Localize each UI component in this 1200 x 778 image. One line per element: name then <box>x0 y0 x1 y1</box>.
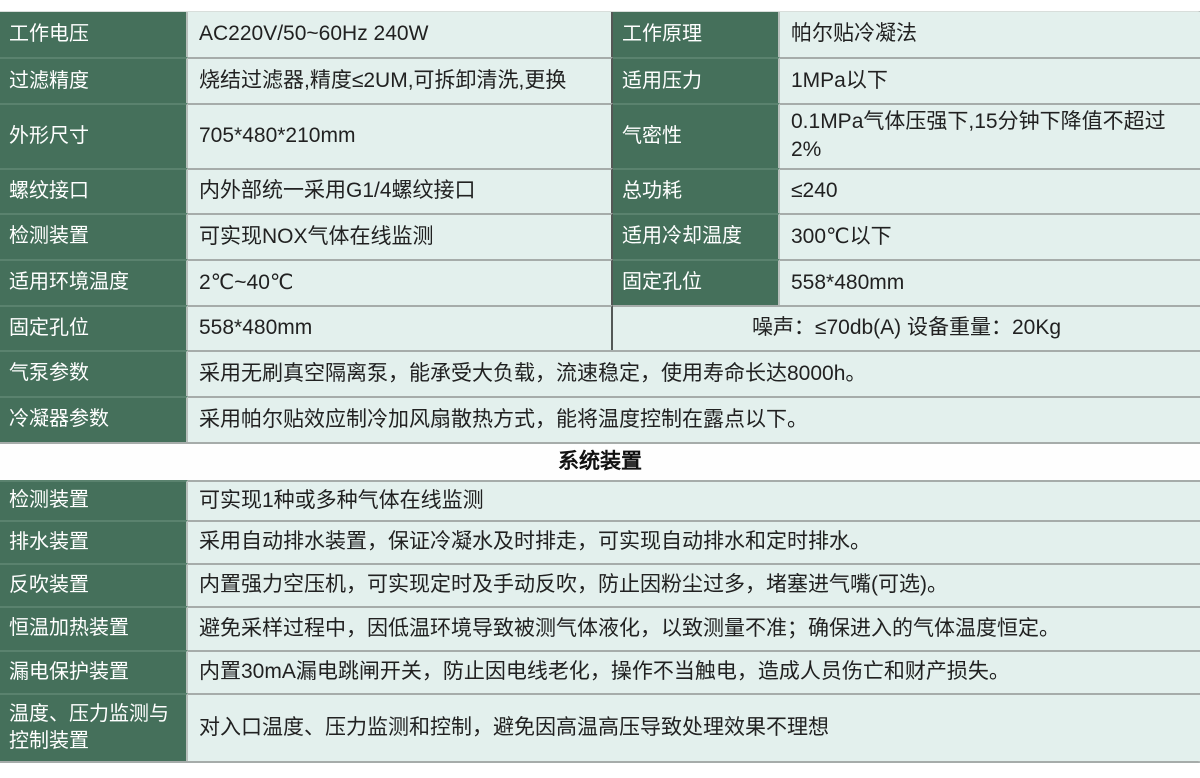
spec-value: 300℃以下 <box>780 212 1200 259</box>
table-row: 漏电保护装置 内置30mA漏电跳闸开关，防止因电线老化，操作不当触电，造成人员伤… <box>0 649 1200 693</box>
spec-value: 内外部统一采用G1/4螺纹接口 <box>188 167 613 213</box>
spec-value: 避免采样过程中，因低温环境导致被测气体液化，以致测量不准；确保进入的气体温度恒定… <box>188 605 1200 650</box>
table-row: 系统装置 <box>0 441 1200 480</box>
spec-table: 工作电压 AC220V/50~60Hz 240W 工作原理 帕尔贴冷凝法 过滤精… <box>0 11 1200 763</box>
spec-label: 适用压力 <box>613 57 780 103</box>
spec-value: 1MPa以下 <box>780 57 1200 103</box>
table-row: 工作电压 AC220V/50~60Hz 240W 工作原理 帕尔贴冷凝法 <box>0 12 1200 57</box>
spec-label: 工作电压 <box>0 12 188 57</box>
spec-label: 适用环境温度 <box>0 258 188 305</box>
spec-label: 总功耗 <box>613 167 780 213</box>
spec-value: 可实现1种或多种气体在线监测 <box>188 479 1200 520</box>
table-row: 过滤精度 烧结过滤器,精度≤2UM,可拆卸清洗,更换 适用压力 1MPa以下 <box>0 57 1200 103</box>
spec-label: 冷凝器参数 <box>0 395 188 442</box>
spec-value: 内置强力空压机，可实现定时及手动反吹，防止因粉尘过多，堵塞进气嘴(可选)。 <box>188 562 1200 606</box>
spec-value: 采用自动排水装置，保证冷凝水及时排走，可实现自动排水和定时排水。 <box>188 519 1200 563</box>
spec-label: 气泵参数 <box>0 349 188 396</box>
spec-label: 漏电保护装置 <box>0 649 188 693</box>
spec-label: 温度、压力监测与控制装置 <box>0 692 188 761</box>
table-row: 反吹装置 内置强力空压机，可实现定时及手动反吹，防止因粉尘过多，堵塞进气嘴(可选… <box>0 562 1200 606</box>
spec-label: 固定孔位 <box>613 258 780 305</box>
spec-label: 检测装置 <box>0 479 188 520</box>
table-row: 检测装置 可实现1种或多种气体在线监测 <box>0 479 1200 520</box>
noise-weight-note: 噪声：≤70db(A) 设备重量：20Kg <box>613 304 1200 350</box>
spec-value: 0.1MPa气体压强下,15分钟下降值不超过2% <box>780 103 1200 168</box>
spec-value: 705*480*210mm <box>188 103 613 168</box>
spec-value: 558*480mm <box>780 258 1200 305</box>
spec-value: 558*480mm <box>188 304 613 350</box>
spec-value: 对入口温度、压力监测和控制，避免因高温高压导致处理效果不理想 <box>188 692 1200 761</box>
table-row: 适用环境温度 2℃~40℃ 固定孔位 558*480mm <box>0 258 1200 305</box>
section-header: 系统装置 <box>0 441 1200 480</box>
table-row: 外形尺寸 705*480*210mm 气密性 0.1MPa气体压强下,15分钟下… <box>0 103 1200 168</box>
spec-label: 适用冷却温度 <box>613 212 780 259</box>
spec-value: 采用无刷真空隔离泵，能承受大负载，流速稳定，使用寿命长达8000h。 <box>188 349 1200 396</box>
table-row: 恒温加热装置 避免采样过程中，因低温环境导致被测气体液化，以致测量不准；确保进入… <box>0 605 1200 650</box>
table-row: 螺纹接口 内外部统一采用G1/4螺纹接口 总功耗 ≤240 <box>0 167 1200 213</box>
spec-label: 外形尺寸 <box>0 103 188 168</box>
table-row: 排水装置 采用自动排水装置，保证冷凝水及时排走，可实现自动排水和定时排水。 <box>0 519 1200 563</box>
spec-value: 采用帕尔贴效应制冷加风扇散热方式，能将温度控制在露点以下。 <box>188 395 1200 442</box>
table-row: 检测装置 可实现NOX气体在线监测 适用冷却温度 300℃以下 <box>0 212 1200 259</box>
spec-value: ≤240 <box>780 167 1200 213</box>
table-row: 温度、压力监测与控制装置 对入口温度、压力监测和控制，避免因高温高压导致处理效果… <box>0 692 1200 761</box>
spec-value: 帕尔贴冷凝法 <box>780 12 1200 57</box>
spec-value: 内置30mA漏电跳闸开关，防止因电线老化，操作不当触电，造成人员伤亡和财产损失。 <box>188 649 1200 693</box>
spec-label: 排水装置 <box>0 519 188 563</box>
spec-label: 恒温加热装置 <box>0 605 188 650</box>
spec-label: 反吹装置 <box>0 562 188 606</box>
spec-label: 螺纹接口 <box>0 167 188 213</box>
spec-label: 工作原理 <box>613 12 780 57</box>
spec-value: 烧结过滤器,精度≤2UM,可拆卸清洗,更换 <box>188 57 613 103</box>
table-row: 气泵参数 采用无刷真空隔离泵，能承受大负载，流速稳定，使用寿命长达8000h。 <box>0 349 1200 396</box>
spec-label: 固定孔位 <box>0 304 188 350</box>
spec-value: 2℃~40℃ <box>188 258 613 305</box>
spec-label: 过滤精度 <box>0 57 188 103</box>
spec-value: 可实现NOX气体在线监测 <box>188 212 613 259</box>
spec-value: AC220V/50~60Hz 240W <box>188 12 613 57</box>
table-row: 冷凝器参数 采用帕尔贴效应制冷加风扇散热方式，能将温度控制在露点以下。 <box>0 395 1200 442</box>
table-row: 固定孔位 558*480mm 噪声：≤70db(A) 设备重量：20Kg <box>0 304 1200 350</box>
spec-label: 检测装置 <box>0 212 188 259</box>
spec-label: 气密性 <box>613 103 780 168</box>
